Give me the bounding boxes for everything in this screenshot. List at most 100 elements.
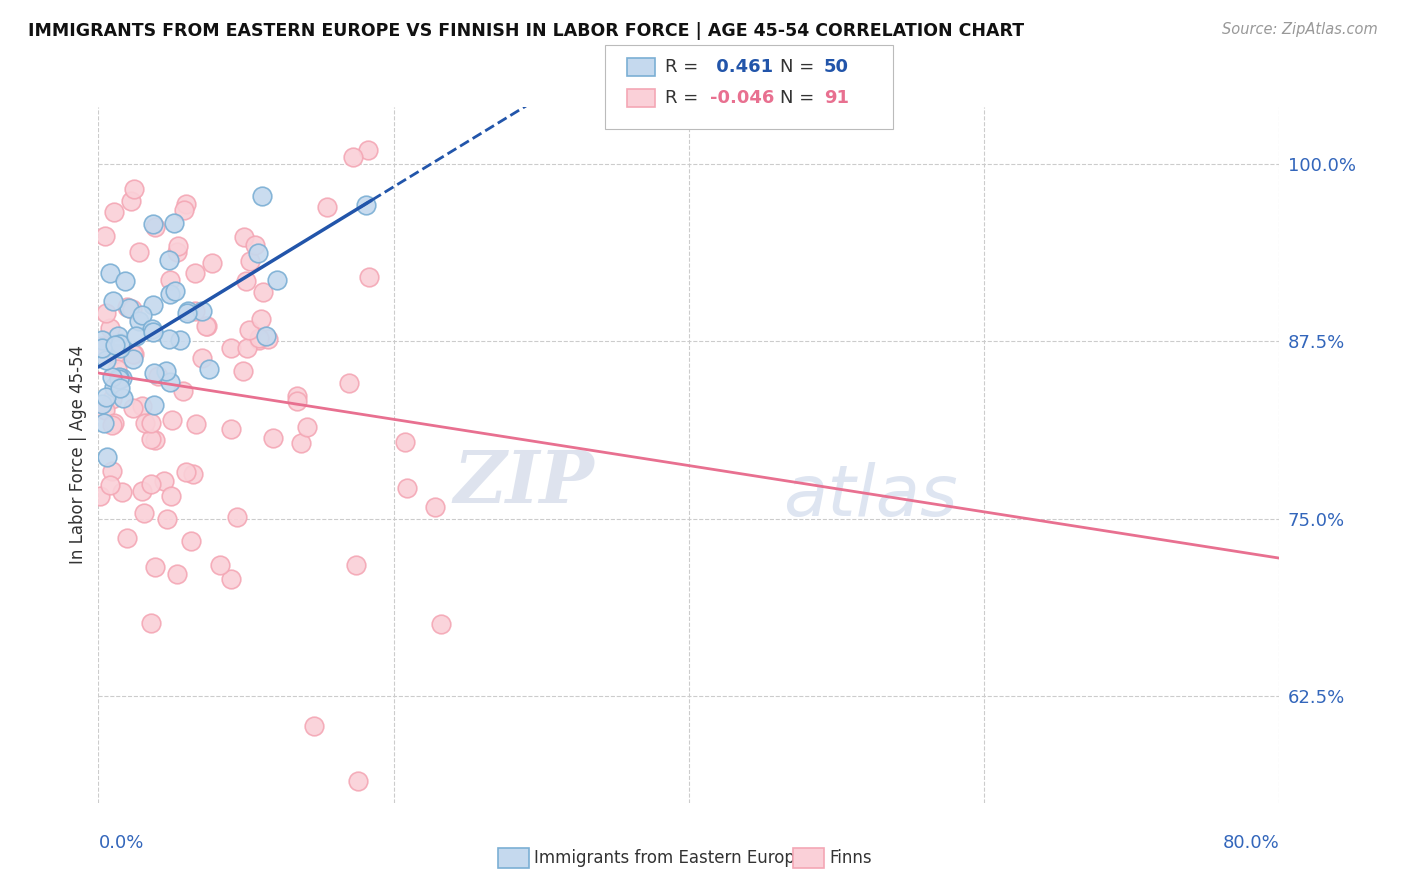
Text: R =: R = <box>665 89 704 107</box>
Point <box>198 362 221 376</box>
Point <box>104 347 127 361</box>
Point <box>190 304 212 318</box>
Point <box>357 143 380 157</box>
Point <box>256 332 278 346</box>
Point <box>111 371 134 385</box>
Point <box>316 200 339 214</box>
Point <box>114 274 136 288</box>
Point <box>195 318 218 333</box>
Point <box>107 328 129 343</box>
Text: IMMIGRANTS FROM EASTERN EUROPE VS FINNISH IN LABOR FORCE | AGE 45-54 CORRELATION: IMMIGRANTS FROM EASTERN EUROPE VS FINNIS… <box>28 22 1024 40</box>
Point <box>266 273 288 287</box>
Text: R =: R = <box>665 58 704 76</box>
Point <box>139 615 162 630</box>
Point <box>121 301 143 316</box>
Point <box>246 245 269 260</box>
Point <box>176 306 198 320</box>
Text: Source: ZipAtlas.com: Source: ZipAtlas.com <box>1222 22 1378 37</box>
Point <box>143 398 166 412</box>
Point <box>131 484 153 499</box>
Point <box>118 301 141 315</box>
Point <box>166 244 188 259</box>
Point <box>159 489 181 503</box>
Point <box>295 420 318 434</box>
Point <box>143 433 166 447</box>
Point <box>100 369 122 384</box>
Point <box>143 559 166 574</box>
Point <box>98 321 121 335</box>
Point <box>146 368 169 383</box>
Point <box>285 389 308 403</box>
Point <box>142 217 165 231</box>
Point <box>153 475 176 489</box>
Point <box>124 329 146 343</box>
Point <box>90 397 112 411</box>
Point <box>238 323 260 337</box>
Point <box>90 341 112 355</box>
Point <box>122 182 145 196</box>
Point <box>243 238 266 252</box>
Point <box>100 464 122 478</box>
Point <box>176 197 198 211</box>
Point <box>221 341 243 355</box>
Point <box>142 298 165 312</box>
Point <box>344 558 367 572</box>
Point <box>159 375 181 389</box>
Point <box>103 416 125 430</box>
Text: atlas: atlas <box>783 462 957 531</box>
Point <box>394 435 416 450</box>
Point <box>180 533 202 548</box>
Point <box>347 773 370 788</box>
Point <box>94 306 117 320</box>
Point <box>250 188 273 202</box>
Point <box>177 304 200 318</box>
Point <box>247 331 270 345</box>
Point <box>104 338 127 352</box>
Point <box>139 432 162 446</box>
Point <box>94 352 117 367</box>
Point <box>94 390 117 404</box>
Point <box>183 467 205 481</box>
Point <box>337 376 360 390</box>
Point <box>120 194 142 208</box>
Point <box>172 384 194 398</box>
Text: ZIP: ZIP <box>454 447 595 518</box>
Point <box>139 476 162 491</box>
Point <box>157 253 180 268</box>
Point <box>396 481 419 495</box>
Point <box>96 450 118 464</box>
Point <box>195 318 218 333</box>
Point <box>143 367 166 381</box>
Point <box>252 285 274 300</box>
Point <box>219 422 242 436</box>
Point <box>139 416 162 430</box>
Point <box>262 431 284 445</box>
Point <box>219 572 242 586</box>
Point <box>98 478 121 492</box>
Point <box>201 256 224 270</box>
Point <box>429 617 451 632</box>
Point <box>108 381 131 395</box>
Point <box>94 403 117 417</box>
Point <box>166 239 188 253</box>
Text: 80.0%: 80.0% <box>1223 834 1279 852</box>
Point <box>122 347 145 361</box>
Point <box>169 333 191 347</box>
Point <box>101 392 124 406</box>
Point <box>191 351 214 365</box>
Point <box>183 266 205 280</box>
Text: N =: N = <box>780 89 820 107</box>
Point <box>173 202 195 217</box>
Point <box>93 416 115 430</box>
Point <box>121 347 143 361</box>
Point <box>155 364 177 378</box>
Point <box>249 312 271 326</box>
Point <box>159 273 181 287</box>
Text: 50: 50 <box>824 58 849 76</box>
Point <box>100 418 122 433</box>
Point <box>425 500 447 514</box>
Point <box>174 465 197 479</box>
Point <box>165 284 187 298</box>
Point <box>103 204 125 219</box>
Point <box>134 416 156 430</box>
